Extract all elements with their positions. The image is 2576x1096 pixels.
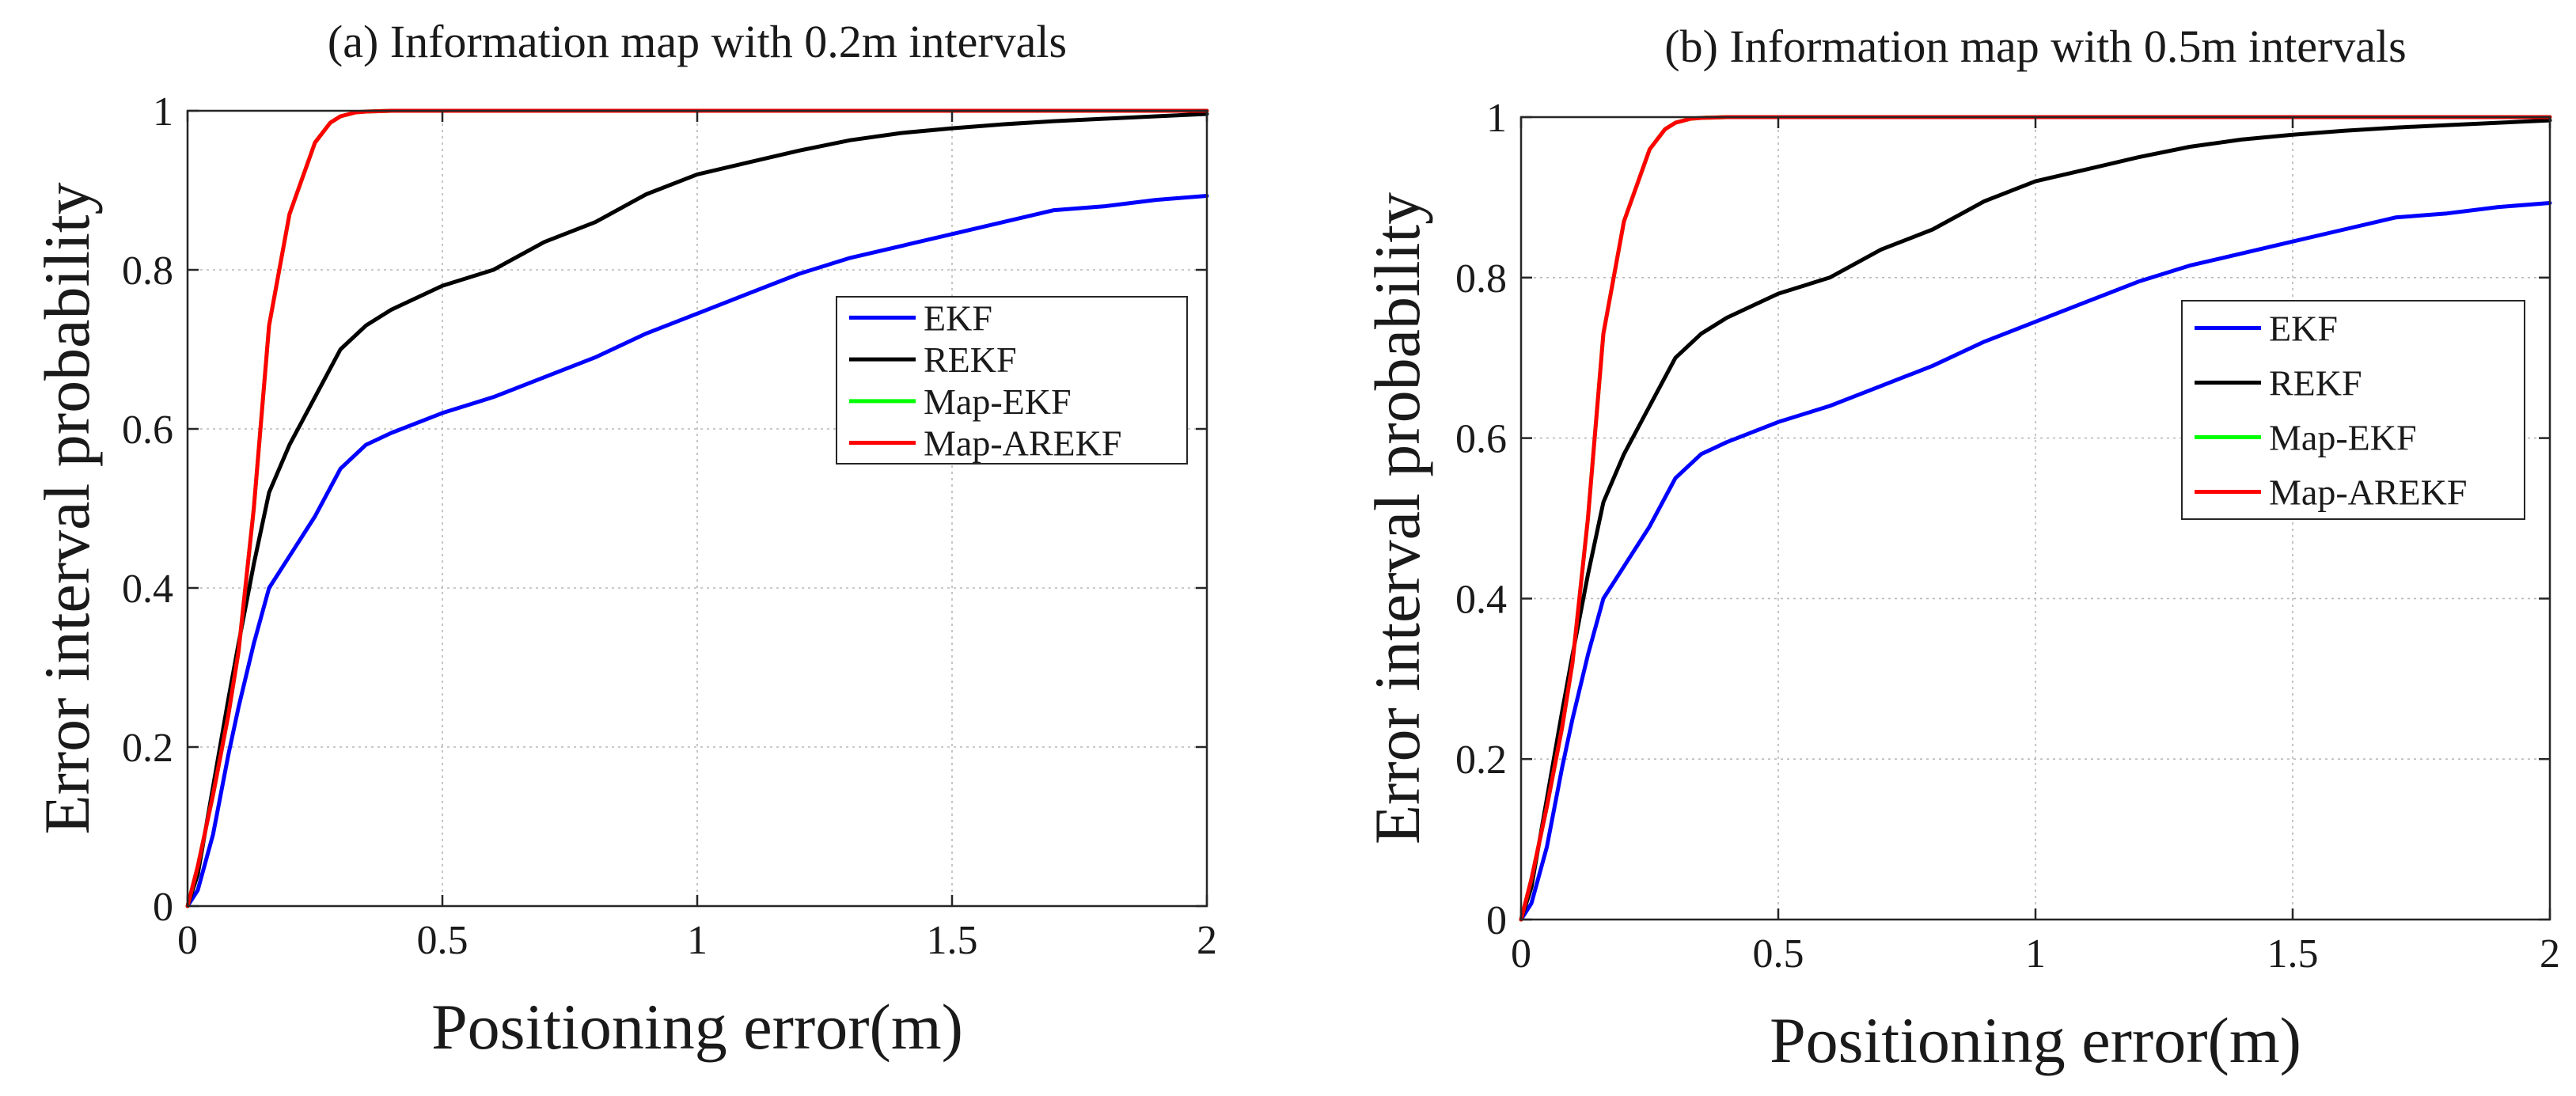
x-tick-label: 1.5: [927, 918, 978, 963]
x-axis-label: Positioning error(m): [1770, 1004, 2301, 1076]
y-axis-label: Error interval probability: [1361, 192, 1433, 844]
legend-box: [836, 296, 1188, 465]
chart-title: (a) Information map with 0.2m intervals: [328, 16, 1067, 67]
legend-label-map-arekf: Map-AREKF: [2269, 472, 2467, 513]
y-tick-label: 0.8: [1455, 256, 1507, 301]
x-tick-label: 0.5: [417, 918, 469, 963]
chart-panel-b: 0 0.5 1 1.5 2 0 0.2 0.4 0.6 0.8 1 (b) Information m…: [1361, 21, 2560, 1076]
x-tick-label: 1: [687, 918, 708, 963]
y-tick-label: 0.4: [1455, 577, 1507, 622]
chart-title: (b) Information map with 0.5m intervals: [1664, 21, 2406, 72]
tick-labels: 0 0.5 1 1.5 2 0 0.2 0.4 0.6 0.8 1: [1455, 96, 2560, 977]
legend-label-map-ekf: Map-EKF: [924, 381, 1072, 422]
plot-area: [188, 111, 1207, 906]
legend-label-ekf: EKF: [2269, 309, 2338, 349]
y-tick-label: 1: [1486, 96, 1507, 141]
y-axis-label: Error interval probability: [31, 182, 103, 834]
series-line-rekf: [1519, 118, 2552, 922]
series-line-ekf: [1519, 201, 2552, 922]
legend-label-ekf: EKF: [924, 298, 992, 338]
y-tick-label: 1: [153, 89, 173, 135]
legend: EKF REKF Map-EKF Map-AREKF: [2181, 300, 2525, 520]
legend-label-map-ekf: Map-EKF: [2269, 418, 2417, 458]
x-tick-label: 1.5: [2267, 931, 2319, 977]
x-tick-label: 2: [2540, 931, 2560, 977]
x-tick-label: 2: [1197, 918, 1217, 963]
legend-label-map-arekf: Map-AREKF: [924, 423, 1121, 464]
series-line-ekf: [185, 194, 1209, 908]
y-tick-label: 0.4: [122, 567, 173, 612]
x-tick-label: 1: [2025, 931, 2046, 977]
legend-label-rekf: REKF: [924, 339, 1017, 380]
x-tick-label: 0: [1511, 931, 1531, 977]
y-tick-label: 0.2: [1455, 738, 1507, 783]
y-tick-label: 0.6: [122, 408, 173, 453]
y-tick-label: 0.6: [1455, 417, 1507, 462]
series-line-rekf: [185, 112, 1209, 908]
x-tick-label: 0.5: [1753, 931, 1804, 977]
x-tick-label: 0: [177, 918, 198, 963]
legend-label-rekf: REKF: [2269, 363, 2362, 404]
y-tick-label: 0.8: [122, 248, 173, 294]
chart-panel-a: 0 0.5 1 1.5 2 0 0.2 0.4 0.6 0.8 1 (a) Information m…: [31, 16, 1217, 1063]
y-tick-label: 0: [153, 885, 173, 930]
x-axis-label: Positioning error(m): [431, 991, 963, 1063]
y-tick-label: 0: [1486, 898, 1507, 943]
tick-labels: 0 0.5 1 1.5 2 0 0.2 0.4 0.6 0.8 1: [122, 89, 1217, 963]
legend-box: [2181, 300, 2525, 520]
y-tick-label: 0.2: [122, 726, 173, 771]
